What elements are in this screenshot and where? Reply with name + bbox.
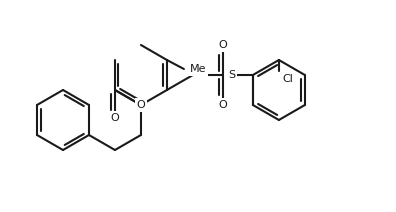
Text: O: O	[219, 100, 227, 110]
Text: S: S	[228, 70, 235, 80]
Text: O: O	[219, 40, 227, 50]
Text: O: O	[198, 68, 207, 78]
Text: Me: Me	[190, 64, 206, 74]
Text: Cl: Cl	[282, 74, 293, 84]
Text: O: O	[110, 113, 119, 123]
Text: O: O	[137, 100, 145, 110]
